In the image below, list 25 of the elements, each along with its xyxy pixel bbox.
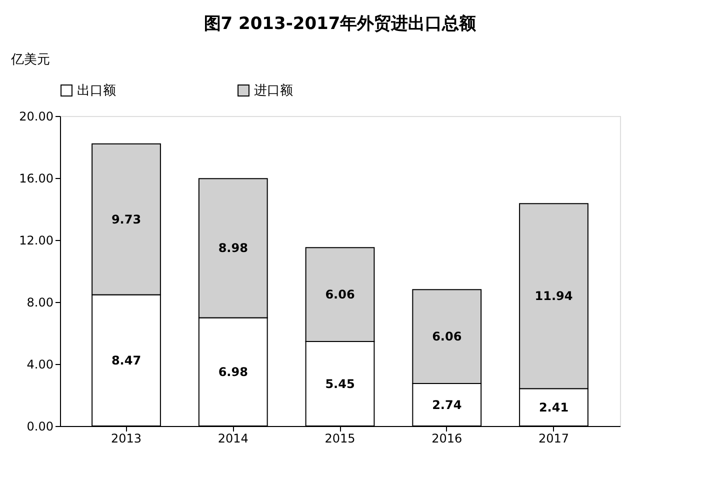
y-axis-title: 亿美元 — [10, 52, 50, 68]
y-tick-label: 16.00 — [19, 172, 54, 186]
data-label: 8.98 — [218, 241, 248, 256]
y-tick-label: 20.00 — [19, 110, 54, 124]
x-tick-label: 2017 — [538, 432, 570, 446]
x-tick-label: 2014 — [218, 432, 248, 446]
chart-title: 图7 2013-2017年外贸进出口总额 — [204, 14, 478, 34]
data-label: 11.94 — [534, 289, 573, 304]
y-tick-label: 12.00 — [19, 234, 54, 248]
x-tick-label: 2016 — [432, 432, 462, 446]
x-tick-label: 2015 — [324, 432, 356, 446]
legend-label: 进口额 — [254, 84, 293, 99]
data-label: 6.06 — [432, 330, 462, 344]
data-label: 6.06 — [325, 288, 355, 302]
data-label: 9.73 — [111, 212, 142, 226]
y-tick-label: 4.00 — [26, 358, 54, 372]
data-label: 5.45 — [325, 376, 355, 391]
data-label: 6.98 — [218, 364, 248, 379]
y-tick-label: 8.00 — [26, 296, 54, 310]
y-tick-label: 0.00 — [26, 420, 54, 434]
data-label: 2.41 — [538, 400, 569, 414]
legend-label: 出口额 — [77, 84, 116, 99]
data-label: 2.74 — [432, 398, 462, 412]
x-tick-label: 2013 — [110, 432, 142, 446]
data-label: 8.47 — [111, 353, 142, 368]
